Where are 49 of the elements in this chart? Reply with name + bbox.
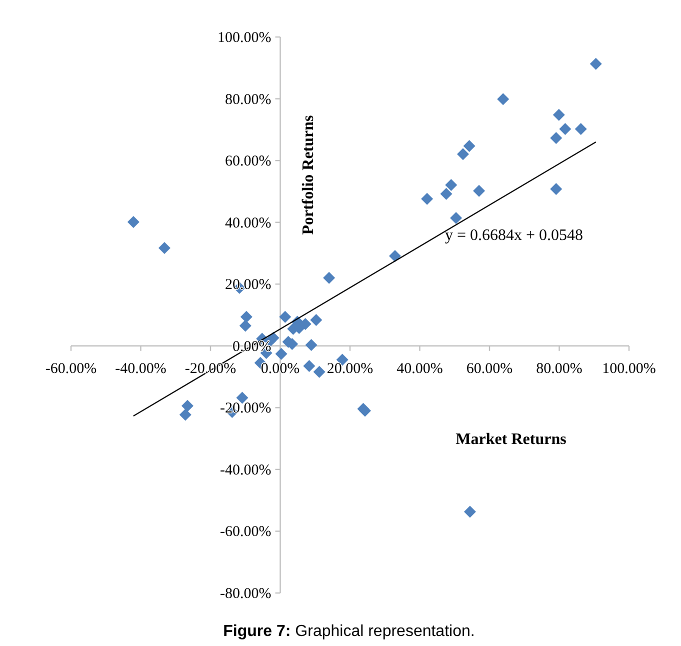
x-tick-label: 20.00% [326,360,374,377]
x-axis-title: Market Returns [456,431,566,448]
point [463,140,476,152]
point [310,314,322,326]
y-tick-label: 60.00% [225,154,272,170]
point [550,132,562,144]
y-tick-label: -40.00% [220,462,272,478]
point [303,360,316,372]
y-tick-label: -80.00% [220,586,272,602]
point [574,123,587,136]
x-tick-label: 0.00% [260,360,300,377]
point [305,338,318,351]
point [275,348,288,360]
point [313,366,326,378]
point [323,272,336,284]
point [590,58,602,70]
x-tick-label: 80.00% [536,360,582,377]
point [456,148,469,160]
point [127,216,140,228]
point [239,320,252,332]
caption: Figure 7: Graphical representation. [223,623,475,640]
y-tick-label: -20.00% [220,400,272,417]
x-tick-label: 40.00% [396,360,443,377]
point [552,108,565,121]
point [559,123,572,136]
point [445,178,458,191]
y-tick-label: 100.00% [218,30,272,46]
y-axis-title: Portfolio Returns [300,115,317,235]
point [179,408,192,421]
annotation: y = 0.6684x + 0.0548 [444,227,584,244]
point [450,212,462,224]
y-tick-label: 80.00% [225,92,272,108]
x-tick-label: 100.00% [602,360,656,377]
point [497,93,510,106]
point [421,192,434,205]
point [158,242,170,254]
point [550,182,562,195]
y-tick-label: 40.00% [225,215,272,232]
point [240,310,252,323]
y-tick-label: -60.00% [220,524,272,540]
point [279,310,292,323]
point [388,250,401,262]
point [440,188,452,200]
x-tick-label: -40.00% [115,360,166,377]
x-tick-label: 60.00% [466,360,513,377]
point [473,184,486,197]
point [181,400,194,412]
x-tick-label: -60.00% [45,360,97,377]
point [464,506,476,518]
